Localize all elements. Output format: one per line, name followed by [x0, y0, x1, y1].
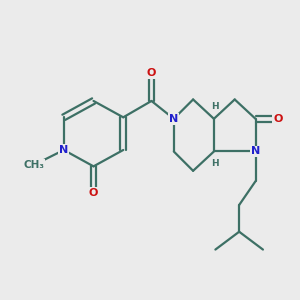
Text: O: O: [147, 68, 156, 78]
Text: N: N: [59, 145, 68, 155]
Text: CH₃: CH₃: [24, 160, 45, 170]
Text: O: O: [273, 114, 283, 124]
Text: H: H: [212, 102, 219, 111]
Text: O: O: [89, 188, 98, 198]
Text: H: H: [212, 159, 219, 168]
Text: N: N: [169, 114, 178, 124]
Text: N: N: [251, 146, 260, 157]
